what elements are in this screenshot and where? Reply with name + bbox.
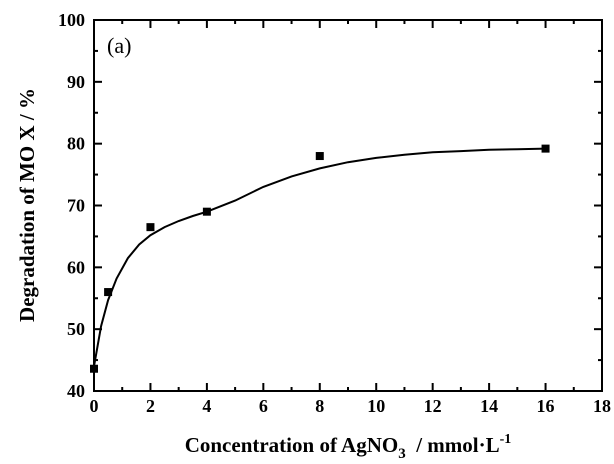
ticks: [93, 19, 603, 392]
x-axis-title-main: Concentration of AgNO: [185, 433, 399, 457]
x-tick-label: 12: [424, 396, 442, 416]
x-axis-title: Concentration of AgNO3 / mmol·L-1: [185, 432, 512, 462]
plot-frame: [93, 19, 603, 392]
data-point: [104, 288, 113, 297]
x-tick-label: 6: [259, 396, 268, 416]
panel-label: (a): [107, 33, 131, 58]
data-point: [146, 223, 155, 232]
x-tick-label: 0: [90, 396, 99, 416]
y-tick-label: 50: [67, 319, 85, 339]
x-axis-title-sub: 3: [398, 446, 406, 462]
x-tick-label: 4: [202, 396, 211, 416]
data-points: [90, 144, 550, 373]
x-tick-label: 10: [367, 396, 385, 416]
fit-curve: [93, 147, 546, 367]
x-tick-label: 2: [146, 396, 155, 416]
data-point: [90, 364, 98, 373]
x-axis-title-unit: / mmol·L: [406, 433, 500, 457]
y-tick-label: 80: [67, 134, 85, 154]
tick-labels: 0 2 4 6 8 10 12 14 16 18 40 50 60 70 80 90 100: [58, 10, 611, 416]
y-tick-label: 100: [58, 10, 85, 30]
data-point: [202, 207, 211, 216]
y-axis-title: Degradation of MO X / %: [15, 88, 39, 322]
y-tick-label: 40: [67, 381, 85, 401]
x-tick-label: 8: [315, 396, 324, 416]
x-tick-label: 14: [480, 396, 498, 416]
x-tick-label: 16: [537, 396, 555, 416]
y-tick-label: 70: [67, 196, 85, 216]
x-tick-label: 18: [593, 396, 611, 416]
y-tick-label: 90: [67, 72, 85, 92]
data-point: [541, 144, 550, 153]
y-tick-label: 60: [67, 257, 85, 277]
x-axis-title-sup: -1: [500, 432, 512, 447]
data-point: [315, 152, 324, 161]
